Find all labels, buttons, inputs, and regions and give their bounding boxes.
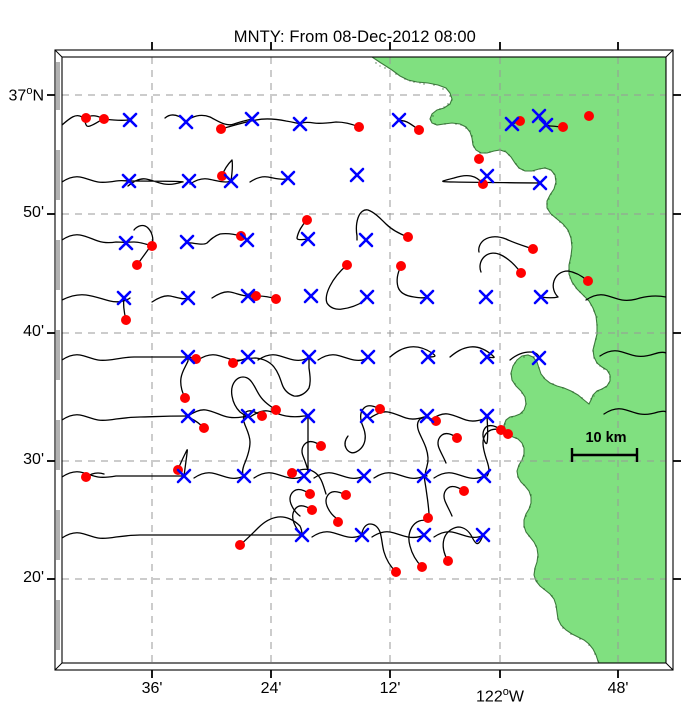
axis-ticks: [47, 42, 681, 678]
y-tick-label-50: 50': [23, 204, 44, 221]
x-tick-label-12: 12': [379, 680, 401, 697]
scale-bar: [570, 448, 639, 462]
x-tick-label-122w: 122oW: [476, 686, 524, 706]
trajectory-start-markers: [81, 111, 594, 577]
x-tick-label-48: 48': [607, 680, 629, 697]
grid-lines: [62, 57, 666, 663]
title-line-1: MNTY: From 08-Dec-2012 08:00: [233, 28, 476, 46]
x-tick-label-24: 24': [260, 680, 282, 697]
trajectory-end-markers: [116, 108, 554, 543]
land-polygon: [371, 57, 666, 663]
axis-frame: [54, 49, 674, 671]
coastline-stipple: [375, 62, 611, 662]
y-tick-label-37n: 37oN: [8, 85, 44, 105]
y-tick-label-40: 40': [23, 323, 44, 340]
y-tick-label-30: 30': [23, 451, 44, 468]
y-tick-label-20: 20': [23, 569, 44, 586]
scale-bar-label: 10 km: [585, 430, 627, 446]
x-tick-label-36: 36': [141, 680, 163, 697]
